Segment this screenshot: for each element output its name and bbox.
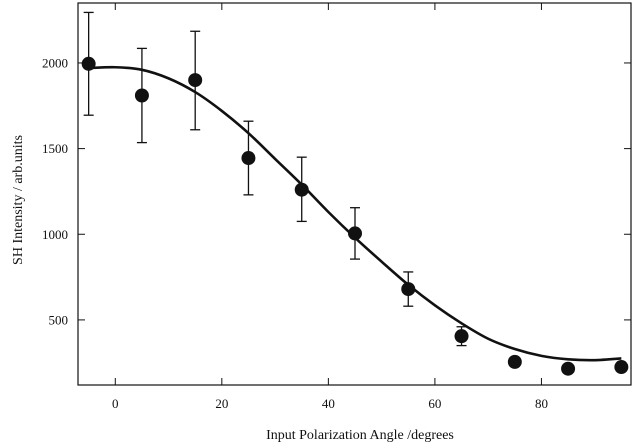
data-point: [134, 88, 149, 103]
plot-border: [77, 2, 632, 386]
x-axis-title: Input Polarization Angle /degrees: [266, 428, 454, 443]
x-tick-label: 20: [215, 396, 228, 411]
x-tick-label: 40: [322, 396, 335, 411]
data-point: [188, 73, 203, 88]
x-tick-label: 60: [428, 396, 441, 411]
data-point: [507, 354, 522, 369]
data-point: [348, 226, 362, 241]
y-axis-title: SH Intensity / arb.units: [11, 135, 26, 265]
y-tick-label: 2000: [42, 55, 68, 70]
data-point: [401, 282, 416, 297]
y-tick-label: 1000: [42, 227, 68, 242]
plot-frame: [77, 2, 632, 386]
y-tick-label: 500: [49, 312, 69, 327]
tick-labels: 0 20 40 60 80 500 1000 1500 2000: [42, 55, 548, 411]
data-point: [81, 56, 96, 71]
data-point: [454, 329, 469, 344]
y-tick-label: 1500: [42, 141, 68, 156]
x-tick-label: 80: [535, 396, 548, 411]
point-layer: [81, 56, 629, 376]
data-point: [561, 361, 576, 376]
axis-ticks: [78, 3, 631, 385]
data-point: [614, 360, 629, 375]
data-point: [294, 182, 309, 197]
x-tick-label: 0: [112, 396, 119, 411]
data-point: [241, 151, 256, 166]
